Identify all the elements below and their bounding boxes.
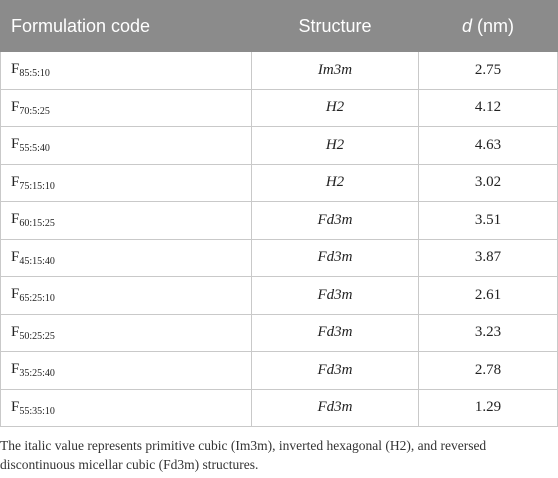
d-value-cell: 3.02 bbox=[418, 163, 558, 202]
d-value-cell: 3.87 bbox=[418, 238, 558, 277]
table-row: F45:15:40 Fd3m 3.87 bbox=[0, 238, 558, 277]
table-row: F70:5:25 H2 4.12 bbox=[0, 88, 558, 127]
header-row: Formulation code Structure d (nm) bbox=[0, 0, 558, 52]
table-row: F50:25:25 Fd3m 3.23 bbox=[0, 313, 558, 352]
d-value-cell: 2.75 bbox=[418, 51, 558, 90]
code-subscript: 45:15:40 bbox=[19, 255, 55, 267]
code-subscript: 85:5:10 bbox=[19, 68, 50, 80]
header-d-symbol: d bbox=[461, 15, 472, 36]
code-main: F bbox=[11, 136, 20, 153]
formulation-code-cell: F35:25:40 bbox=[0, 351, 252, 390]
d-value-cell: 4.63 bbox=[418, 126, 558, 165]
d-value-cell: 3.23 bbox=[418, 313, 558, 352]
data-table: Formulation code Structure d (nm) F85:5:… bbox=[0, 0, 558, 427]
code-subscript: 75:15:10 bbox=[19, 180, 55, 192]
code-subscript: 60:15:25 bbox=[19, 218, 55, 230]
structure-cell: H2 bbox=[251, 88, 419, 127]
structure-cell: Fd3m bbox=[251, 276, 419, 315]
formulation-code-cell: F70:5:25 bbox=[0, 88, 252, 127]
structure-cell: Fd3m bbox=[251, 313, 419, 352]
header-d-unit: (nm) bbox=[472, 15, 514, 36]
formulation-code-cell: F45:15:40 bbox=[0, 238, 252, 277]
structure-cell: Fd3m bbox=[251, 201, 419, 240]
code-subscript: 70:5:25 bbox=[19, 105, 50, 117]
table-footnote: The italic value represents primitive cu… bbox=[0, 438, 487, 472]
formulation-code-cell: F75:15:10 bbox=[0, 163, 252, 202]
code-main: F bbox=[11, 98, 20, 115]
formulation-code-cell: F85:5:10 bbox=[0, 51, 252, 90]
d-value-cell: 2.78 bbox=[418, 351, 558, 390]
formulation-code-cell: F50:25:25 bbox=[0, 313, 252, 352]
table-row: F55:5:40 H2 4.63 bbox=[0, 126, 558, 165]
formulation-code-cell: F55:35:10 bbox=[0, 388, 252, 427]
formulation-code-cell: F55:5:40 bbox=[0, 126, 252, 165]
header-formulation-code: Formulation code bbox=[0, 0, 252, 52]
header-d: d (nm) bbox=[418, 0, 558, 52]
table-row: F75:15:10 H2 3.02 bbox=[0, 163, 558, 202]
header-structure: Structure bbox=[251, 0, 419, 52]
structure-cell: Fd3m bbox=[251, 388, 419, 427]
structure-cell: H2 bbox=[251, 163, 419, 202]
structure-cell: Fd3m bbox=[251, 238, 419, 277]
code-subscript: 55:35:10 bbox=[19, 405, 55, 417]
code-subscript: 50:25:25 bbox=[19, 330, 55, 342]
code-main: F bbox=[11, 286, 20, 303]
structure-cell: Im3m bbox=[251, 51, 419, 90]
d-value-cell: 3.51 bbox=[418, 201, 558, 240]
structure-cell: H2 bbox=[251, 126, 419, 165]
code-main: F bbox=[11, 323, 20, 340]
code-main: F bbox=[11, 398, 20, 415]
table-row: F85:5:10 Im3m 2.75 bbox=[0, 51, 558, 90]
formulation-code-cell: F65:25:10 bbox=[0, 276, 252, 315]
code-subscript: 35:25:40 bbox=[19, 368, 55, 380]
code-main: F bbox=[11, 173, 20, 190]
d-value-cell: 2.61 bbox=[418, 276, 558, 315]
code-main: F bbox=[11, 211, 20, 228]
structure-cell: Fd3m bbox=[251, 351, 419, 390]
code-main: F bbox=[11, 361, 20, 378]
table-row: F60:15:25 Fd3m 3.51 bbox=[0, 201, 558, 240]
code-main: F bbox=[11, 61, 20, 78]
code-subscript: 55:5:40 bbox=[19, 143, 50, 155]
code-main: F bbox=[11, 248, 20, 265]
d-value-cell: 1.29 bbox=[418, 388, 558, 427]
table-row: F65:25:10 Fd3m 2.61 bbox=[0, 276, 558, 315]
table-row: F35:25:40 Fd3m 2.78 bbox=[0, 351, 558, 390]
formulation-code-cell: F60:15:25 bbox=[0, 201, 252, 240]
code-subscript: 65:25:10 bbox=[19, 293, 55, 305]
table-row: F55:35:10 Fd3m 1.29 bbox=[0, 388, 558, 427]
d-value-cell: 4.12 bbox=[418, 88, 558, 127]
